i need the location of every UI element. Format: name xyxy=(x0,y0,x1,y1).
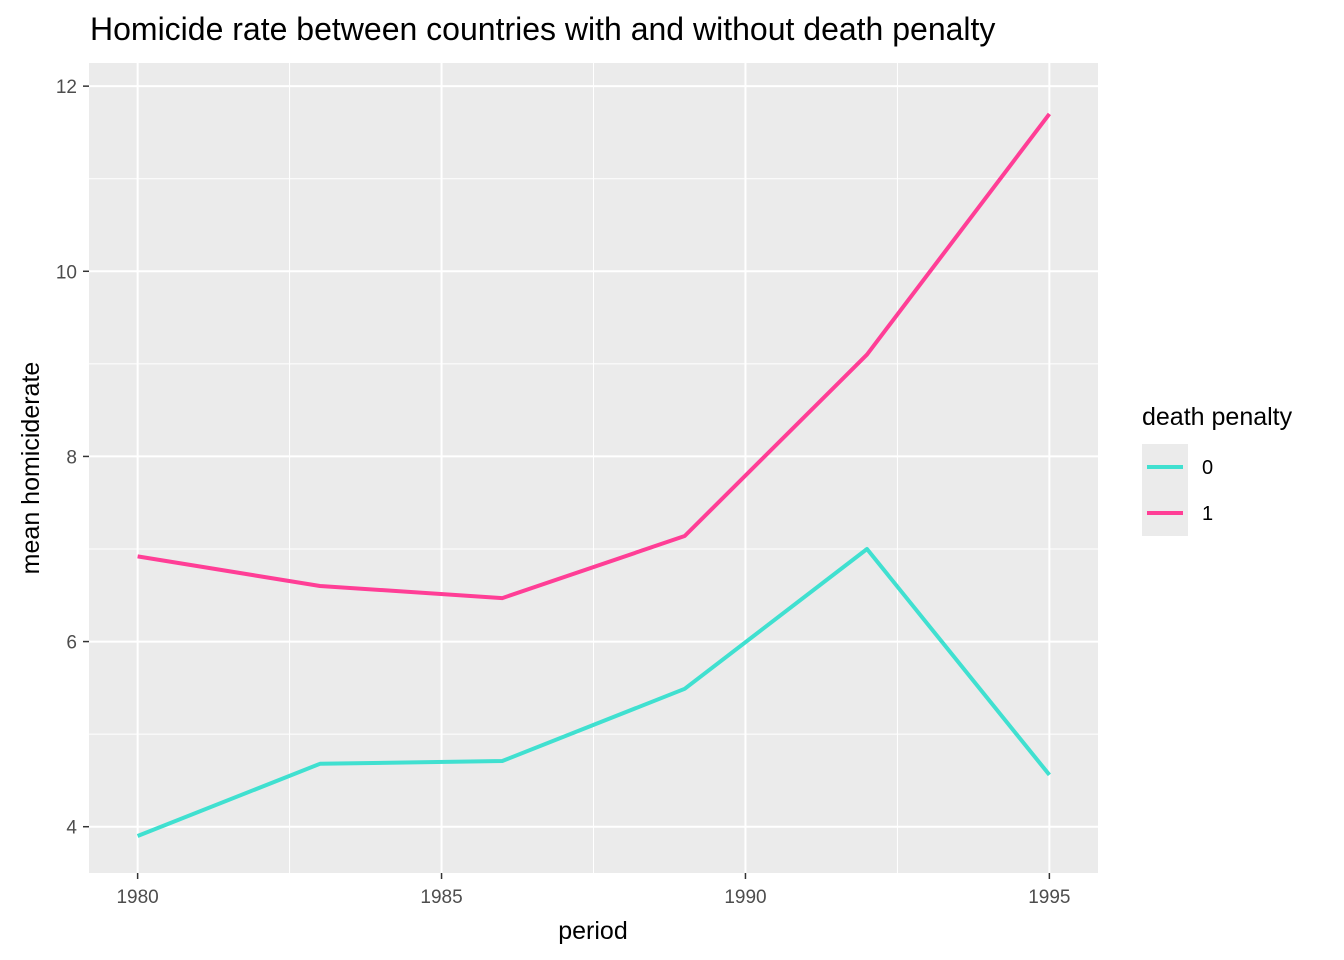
x-axis-ticks: 1980 1985 1990 1995 xyxy=(116,873,1071,908)
legend-label-0: 0 xyxy=(1202,457,1213,479)
series-lines xyxy=(136,112,1051,838)
series-line-0 xyxy=(136,547,1051,838)
y-axis-ticks: 4 6 8 10 12 xyxy=(56,77,89,839)
y-tick-label-1: 6 xyxy=(66,633,77,654)
y-tick-label-2: 8 xyxy=(66,447,77,468)
y-axis-title: mean homiciderate xyxy=(17,362,45,575)
x-tick-label-0: 1980 xyxy=(116,887,158,908)
series-line-1 xyxy=(137,112,1051,601)
legend: death penalty 01 xyxy=(1142,403,1293,536)
legend-items: 01 xyxy=(1142,444,1213,536)
x-tick-label-1: 1985 xyxy=(420,887,462,908)
legend-label-1: 1 xyxy=(1202,503,1213,525)
x-tick-label-3: 1995 xyxy=(1028,887,1070,908)
legend-title: death penalty xyxy=(1142,403,1293,431)
grid-minor xyxy=(89,63,1098,873)
y-tick-label-4: 12 xyxy=(56,77,77,98)
y-tick-label-3: 10 xyxy=(56,262,77,283)
y-tick-label-0: 4 xyxy=(66,818,77,839)
x-tick-label-2: 1990 xyxy=(724,887,766,908)
x-axis-title: period xyxy=(558,917,628,945)
grid-major xyxy=(89,63,1098,873)
chart-title: Homicide rate between countries with and… xyxy=(90,11,995,47)
